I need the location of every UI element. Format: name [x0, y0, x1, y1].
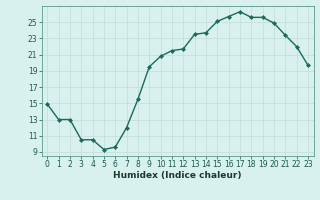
X-axis label: Humidex (Indice chaleur): Humidex (Indice chaleur) — [113, 171, 242, 180]
